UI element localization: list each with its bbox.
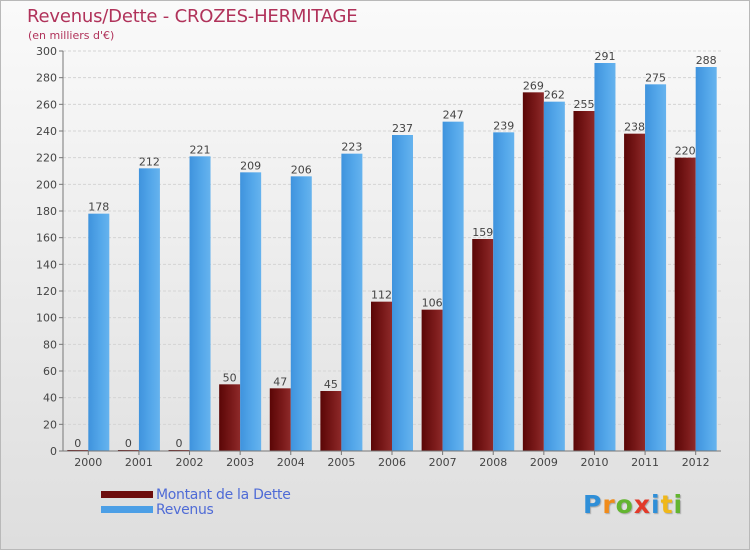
x-tick-label: 2003 <box>226 456 254 469</box>
bar-revenus <box>138 168 160 452</box>
y-tick-label: 100 <box>36 312 57 325</box>
logo-letter: t <box>660 490 674 519</box>
legend-item-revenus: Revenus <box>101 501 291 518</box>
data-label-dette: 45 <box>324 378 338 391</box>
data-label-dette: 220 <box>675 145 696 158</box>
bar-dette <box>269 388 291 451</box>
data-label-dette: 106 <box>422 297 443 310</box>
data-label-dette: 50 <box>223 371 237 384</box>
data-label-dette: 47 <box>273 375 287 388</box>
y-tick-label: 80 <box>43 338 57 351</box>
bar-revenus <box>493 132 515 452</box>
legend-swatch-debt <box>101 491 153 498</box>
y-tick-label: 280 <box>36 72 57 85</box>
proxiti-logo: Proxiti <box>583 490 683 519</box>
data-label-revenus: 221 <box>190 143 211 156</box>
y-tick-label: 260 <box>36 98 57 111</box>
x-tick-label: 2008 <box>479 456 507 469</box>
data-label-revenus: 291 <box>594 50 615 63</box>
data-label-dette: 112 <box>371 289 392 302</box>
logo-letter: i <box>651 490 661 519</box>
bar-dette <box>371 301 392 451</box>
bar-revenus <box>645 84 667 451</box>
legend-label-revenus: Revenus <box>156 501 214 518</box>
bar-dette <box>674 157 696 451</box>
data-label-dette: 0 <box>74 437 81 450</box>
legend-swatch-revenus <box>101 506 153 513</box>
bar-revenus <box>442 121 464 452</box>
x-tick-label: 2012 <box>682 456 710 469</box>
bar-dette <box>219 384 241 451</box>
bar-revenus <box>88 213 110 451</box>
logo-letter: x <box>633 490 651 519</box>
data-label-dette: 238 <box>624 121 645 134</box>
bar-revenus <box>290 176 312 452</box>
legend-label-debt: Montant de la Dette <box>156 486 291 503</box>
data-label-revenus: 223 <box>341 141 362 154</box>
legend-item-debt: Montant de la Dette <box>101 486 291 503</box>
y-tick-label: 160 <box>36 232 57 245</box>
data-label-revenus: 209 <box>240 159 261 172</box>
data-label-dette: 255 <box>573 98 594 111</box>
bar-revenus <box>240 172 262 452</box>
x-tick-label: 2007 <box>429 456 457 469</box>
bar-dette <box>624 133 646 451</box>
data-label-revenus: 262 <box>544 89 565 102</box>
bar-dette <box>522 92 544 451</box>
data-label-revenus: 178 <box>88 201 109 214</box>
y-tick-label: 40 <box>43 392 57 405</box>
x-tick-label: 2002 <box>176 456 204 469</box>
data-label-revenus: 288 <box>696 54 717 67</box>
bar-revenus <box>341 153 363 451</box>
logo-letter: r <box>602 490 616 519</box>
x-tick-label: 2000 <box>74 456 102 469</box>
bar-dette <box>472 239 494 451</box>
x-tick-label: 2004 <box>277 456 305 469</box>
bar-revenus <box>543 101 565 452</box>
bar-dette <box>573 111 595 451</box>
x-tick-label: 2006 <box>378 456 406 469</box>
bar-dette <box>421 309 443 451</box>
data-label-dette: 269 <box>523 79 544 92</box>
logo-letter: P <box>583 490 603 519</box>
bar-revenus <box>392 135 413 451</box>
y-tick-label: 20 <box>43 418 57 431</box>
data-label-dette: 159 <box>472 226 493 239</box>
legend: Montant de la Dette Revenus <box>101 486 291 518</box>
data-label-revenus: 247 <box>443 109 464 122</box>
data-label-dette: 0 <box>176 437 183 450</box>
x-tick-label: 2005 <box>327 456 355 469</box>
bar-revenus <box>189 156 211 452</box>
y-tick-label: 120 <box>36 285 57 298</box>
chart-subtitle: (en milliers d'€) <box>28 29 115 42</box>
data-label-revenus: 239 <box>493 119 514 132</box>
y-tick-label: 140 <box>36 258 57 271</box>
data-label-revenus: 212 <box>139 155 160 168</box>
data-label-revenus: 275 <box>645 71 666 84</box>
bar-dette <box>320 391 342 451</box>
y-tick-label: 0 <box>50 445 57 458</box>
y-tick-label: 240 <box>36 125 57 138</box>
y-tick-label: 200 <box>36 178 57 191</box>
data-label-revenus: 206 <box>291 163 312 176</box>
logo-letter: o <box>615 490 634 519</box>
y-tick-label: 60 <box>43 365 57 378</box>
bar-revenus <box>695 67 717 451</box>
logo-letter: i <box>673 490 684 519</box>
chart-title: Revenus/Dette - CROZES-HERMITAGE <box>27 6 358 27</box>
data-label-revenus: 237 <box>392 122 413 135</box>
y-tick-label: 300 <box>36 45 57 58</box>
x-tick-label: 2009 <box>530 456 558 469</box>
x-tick-label: 2010 <box>580 456 608 469</box>
data-label-dette: 0 <box>125 437 132 450</box>
y-tick-label: 220 <box>36 152 57 165</box>
x-tick-label: 2001 <box>125 456 153 469</box>
y-tick-label: 180 <box>36 205 57 218</box>
bar-revenus <box>594 63 616 451</box>
x-tick-label: 2011 <box>631 456 659 469</box>
